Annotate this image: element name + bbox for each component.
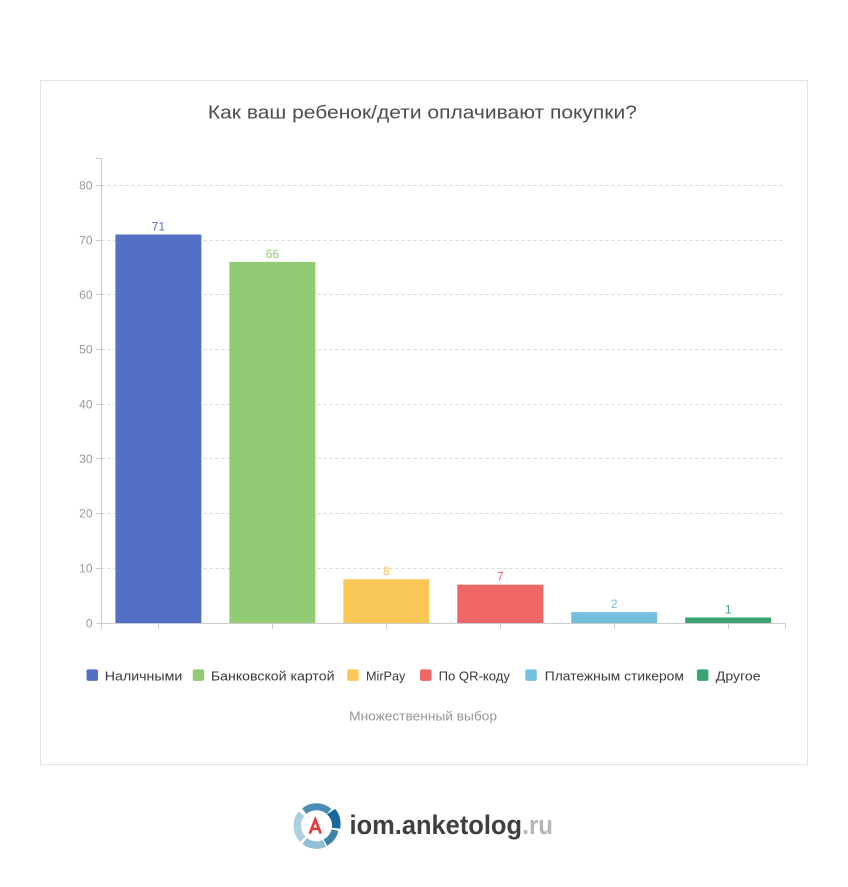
svg-text:8: 8 xyxy=(383,564,390,578)
svg-text:0: 0 xyxy=(86,617,93,631)
svg-text:10: 10 xyxy=(79,562,93,576)
svg-text:20: 20 xyxy=(79,507,93,521)
svg-text:.ru: .ru xyxy=(522,810,553,840)
svg-text:iom.anketolog: iom.anketolog xyxy=(350,810,523,840)
svg-text:7: 7 xyxy=(497,570,504,584)
svg-text:30: 30 xyxy=(79,452,93,466)
svg-text:Множественный выбор: Множественный выбор xyxy=(349,709,497,724)
svg-text:Платежным стикером: Платежным стикером xyxy=(545,668,684,683)
svg-text:Другое: Другое xyxy=(716,668,761,683)
svg-text:2: 2 xyxy=(611,597,618,611)
svg-text:80: 80 xyxy=(79,179,93,193)
svg-text:70: 70 xyxy=(79,234,93,248)
svg-text:50: 50 xyxy=(79,343,93,357)
svg-text:Банковской картой: Банковской картой xyxy=(211,668,335,683)
svg-text:MirPay: MirPay xyxy=(366,668,406,683)
svg-text:Наличными: Наличными xyxy=(105,668,183,683)
svg-text:71: 71 xyxy=(152,220,166,234)
svg-text:1: 1 xyxy=(725,603,732,617)
svg-text:По QR-коду: По QR-коду xyxy=(439,668,511,683)
svg-text:66: 66 xyxy=(266,247,280,261)
svg-text:60: 60 xyxy=(79,288,93,302)
svg-text:Как ваш ребенок/дети оплачиваю: Как ваш ребенок/дети оплачивают покупки? xyxy=(208,103,637,123)
svg-text:40: 40 xyxy=(79,398,93,412)
